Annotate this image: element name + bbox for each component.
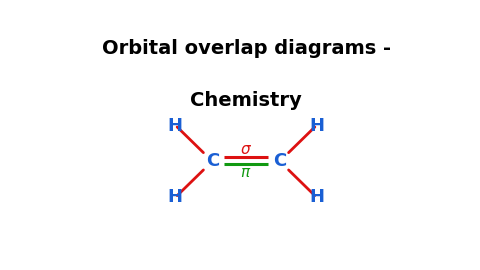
Text: Chemistry: Chemistry (190, 91, 302, 110)
Text: C: C (206, 152, 219, 170)
Text: $\sigma$: $\sigma$ (240, 142, 252, 157)
Text: Orbital overlap diagrams -: Orbital overlap diagrams - (101, 39, 391, 58)
Text: H: H (309, 117, 324, 135)
Text: $\pi$: $\pi$ (240, 165, 252, 180)
Text: H: H (168, 188, 183, 206)
Text: H: H (168, 117, 183, 135)
Text: C: C (273, 152, 286, 170)
Text: H: H (309, 188, 324, 206)
